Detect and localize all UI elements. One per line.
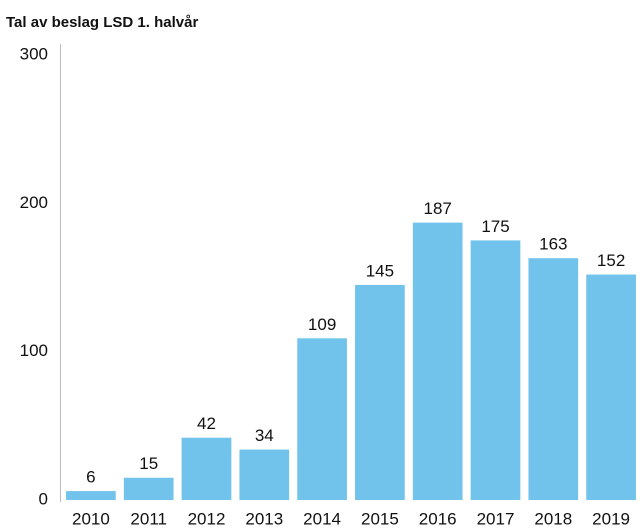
value-label: 163 <box>539 235 567 254</box>
value-label: 34 <box>255 426 274 445</box>
bar <box>412 222 463 500</box>
value-label: 152 <box>597 251 625 270</box>
x-tick-label: 2019 <box>592 509 630 528</box>
value-label: 175 <box>481 217 509 236</box>
chart-title: Tal av beslag LSD 1. halvår <box>6 14 198 31</box>
value-label: 6 <box>86 468 95 487</box>
bar <box>66 491 116 500</box>
bar <box>528 258 579 500</box>
x-tick-label: 2018 <box>534 509 572 528</box>
bar <box>470 240 521 500</box>
value-label: 145 <box>366 261 394 280</box>
x-tick-label: 2016 <box>419 509 457 528</box>
y-tick-label: 300 <box>20 44 48 63</box>
bar <box>123 477 174 500</box>
y-tick-label: 200 <box>20 193 48 212</box>
value-label: 15 <box>139 454 158 473</box>
y-tick-label: 100 <box>20 341 48 360</box>
y-tick-label: 0 <box>39 489 48 508</box>
x-tick-label: 2014 <box>303 509 341 528</box>
bar <box>297 338 347 500</box>
value-label: 187 <box>424 199 452 218</box>
x-tick-label: 2012 <box>188 509 226 528</box>
bar <box>181 437 232 500</box>
x-tick-label: 2015 <box>361 509 399 528</box>
x-tick-label: 2017 <box>477 509 515 528</box>
bar <box>355 284 405 500</box>
bar <box>239 449 290 500</box>
x-tick-label: 2010 <box>72 509 110 528</box>
bar <box>586 274 636 500</box>
x-tick-label: 2013 <box>245 509 283 528</box>
value-label: 42 <box>197 414 216 433</box>
value-label: 109 <box>308 315 336 334</box>
x-tick-label: 2011 <box>130 509 167 528</box>
